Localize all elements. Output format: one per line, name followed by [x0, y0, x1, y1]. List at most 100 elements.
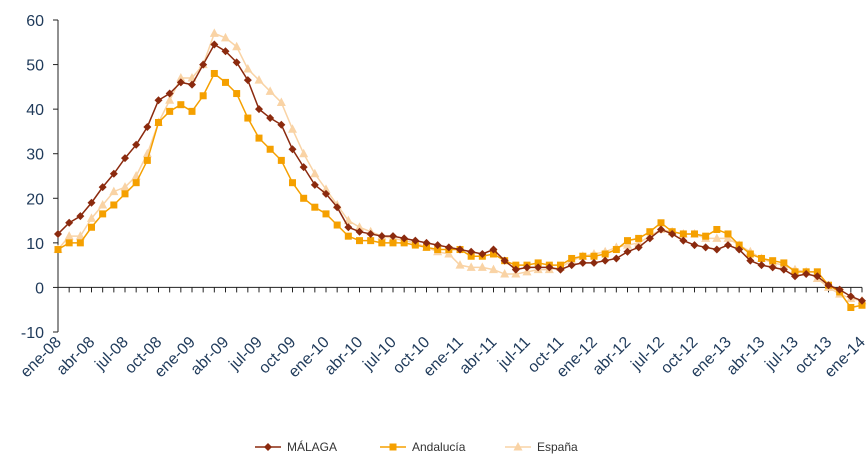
point — [321, 184, 331, 193]
point — [791, 268, 799, 276]
point — [310, 168, 320, 178]
point — [176, 78, 185, 87]
point — [98, 199, 108, 209]
point — [310, 180, 319, 189]
x-tick-label: abr-12 — [590, 334, 635, 379]
point — [344, 223, 353, 232]
point — [723, 233, 733, 242]
point — [210, 40, 219, 49]
point — [668, 229, 677, 238]
point — [746, 250, 754, 258]
x-tick-label: abr-09 — [188, 334, 233, 379]
point — [54, 246, 62, 254]
legend-label: MÁLAGA — [287, 439, 337, 454]
point — [712, 245, 721, 254]
y-tick-label: 40 — [26, 102, 44, 119]
point — [824, 281, 833, 290]
legend-marker — [389, 443, 397, 451]
point — [166, 107, 174, 115]
point — [512, 261, 520, 269]
point — [355, 227, 364, 236]
point — [165, 95, 175, 104]
point — [724, 230, 732, 238]
point — [590, 252, 598, 260]
point — [433, 241, 442, 250]
point — [444, 249, 454, 258]
point — [277, 156, 285, 164]
point — [645, 234, 654, 243]
point — [76, 212, 85, 221]
point — [780, 259, 788, 267]
point — [199, 60, 208, 69]
point — [634, 243, 643, 252]
point — [690, 241, 699, 250]
point — [858, 296, 866, 305]
point — [578, 258, 587, 267]
point — [233, 90, 241, 98]
point — [265, 86, 275, 95]
point — [846, 292, 855, 301]
point — [366, 229, 375, 238]
point — [624, 237, 631, 245]
point — [679, 236, 688, 245]
point — [333, 221, 341, 229]
point — [367, 237, 375, 245]
point — [422, 238, 431, 247]
point — [333, 203, 342, 212]
point — [87, 198, 96, 207]
point — [165, 89, 174, 98]
point — [456, 245, 464, 254]
point — [355, 222, 364, 231]
point — [423, 243, 430, 251]
point — [87, 213, 96, 222]
point — [109, 186, 119, 196]
y-tick-label: 30 — [26, 147, 44, 164]
x-tick-label: abr-10 — [322, 334, 367, 379]
point — [109, 169, 118, 178]
point — [434, 246, 442, 254]
point — [657, 219, 665, 227]
point — [98, 183, 107, 192]
point — [813, 272, 822, 281]
point — [835, 285, 844, 294]
point — [288, 124, 297, 133]
point — [411, 236, 420, 245]
point — [701, 243, 710, 252]
point — [724, 241, 732, 250]
point — [623, 240, 632, 249]
point — [221, 32, 230, 42]
point — [232, 41, 242, 51]
point — [489, 245, 498, 254]
y-tick-label: -10 — [21, 325, 44, 342]
point — [276, 97, 286, 106]
point — [322, 189, 330, 198]
point — [266, 114, 275, 123]
point — [378, 239, 386, 247]
point — [477, 262, 487, 271]
point — [389, 232, 397, 241]
point — [255, 105, 263, 114]
point — [735, 241, 743, 249]
point — [511, 265, 520, 274]
point — [612, 246, 620, 254]
point — [266, 145, 274, 153]
point — [389, 239, 397, 247]
point — [188, 80, 196, 89]
y-tick-label: 10 — [26, 236, 44, 253]
point — [65, 239, 73, 247]
point — [635, 234, 643, 242]
point — [735, 245, 744, 254]
point — [500, 269, 510, 278]
point — [99, 210, 107, 218]
point — [500, 256, 509, 265]
legend-marker — [264, 443, 272, 451]
x-tick-label: abr-13 — [724, 334, 769, 379]
y-tick-label: 50 — [26, 58, 44, 75]
point — [534, 259, 542, 267]
point — [76, 239, 84, 247]
point — [299, 148, 309, 158]
legend-marker — [513, 442, 523, 451]
point — [154, 96, 163, 105]
point — [155, 119, 162, 127]
point — [545, 263, 554, 272]
